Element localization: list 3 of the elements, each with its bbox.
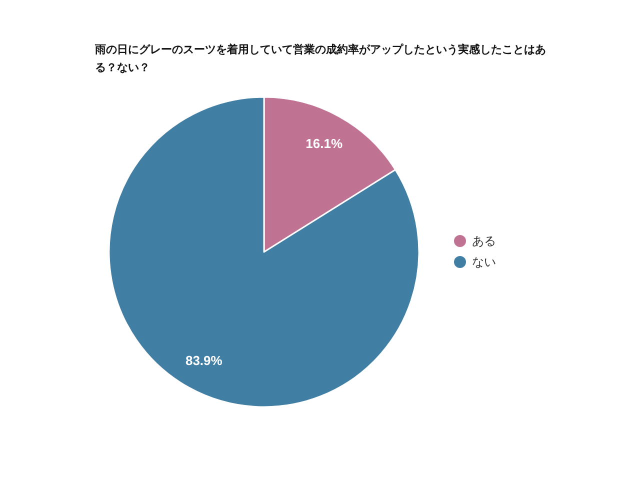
legend-label: ない xyxy=(472,255,496,269)
legend-label: ある xyxy=(472,234,496,248)
title: 雨の日にグレーのスーツを着用していて営業の成約率がアップしたという実感したことはある？ない？ xyxy=(95,44,546,74)
